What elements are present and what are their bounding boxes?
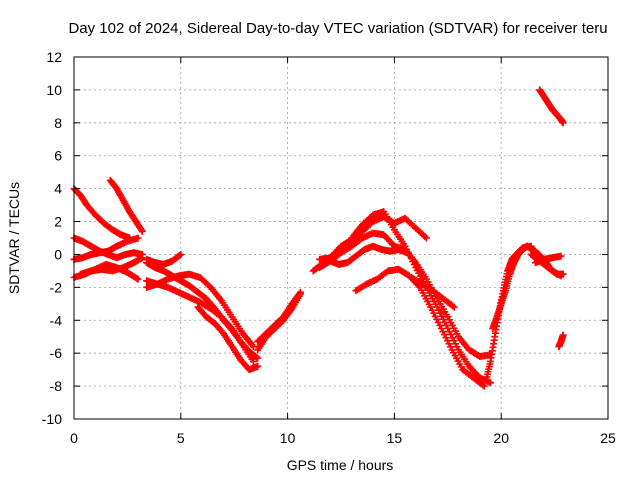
series-arc-c — [70, 234, 142, 263]
axis-ticks: 0 5 10 15 20 25 -10 -8 -6 -4 -2 0 2 4 6 8 10 12 — [42, 49, 616, 446]
data-point — [138, 227, 146, 235]
data-point — [138, 254, 146, 262]
y-tick-label: -6 — [50, 345, 63, 361]
data-point — [421, 233, 429, 241]
data-point — [296, 288, 304, 296]
y-tick-label: -8 — [50, 378, 63, 394]
series-arc-z — [555, 331, 567, 351]
data-point — [133, 274, 141, 282]
y-tick-label: -10 — [42, 411, 62, 427]
series-arc-i — [143, 259, 262, 362]
series-arc-x — [531, 252, 565, 267]
y-tick-label: 12 — [46, 49, 62, 65]
x-tick-label: 10 — [280, 430, 296, 446]
data-point — [487, 379, 495, 387]
y-tick-label: 4 — [54, 181, 62, 197]
chart-title: Day 102 of 2024, Sidereal Day-to-day VTE… — [68, 20, 607, 37]
series-arc-u — [489, 242, 531, 332]
x-tick-label: 5 — [177, 430, 185, 446]
series-arc-f — [106, 176, 146, 235]
plot-frame — [73, 56, 609, 420]
y-tick-label: 2 — [54, 214, 62, 230]
series-arc-k — [194, 303, 262, 374]
series-arc-m — [254, 288, 304, 346]
data-point — [134, 234, 142, 242]
data-point — [557, 252, 565, 260]
data-point — [480, 382, 488, 390]
data-point — [559, 270, 567, 278]
data-point — [177, 250, 185, 258]
series-arc-j — [143, 250, 185, 268]
y-tick-label: -2 — [50, 279, 63, 295]
series-arc-s — [407, 273, 458, 311]
series-arc-e — [76, 254, 146, 278]
series-arc-o — [316, 213, 430, 263]
x-tick-label: 20 — [493, 430, 509, 446]
data-point — [249, 357, 257, 365]
series-arc-a — [70, 185, 134, 242]
data-point — [559, 119, 567, 127]
series-arc-r — [352, 265, 488, 390]
data-point — [450, 303, 458, 311]
x-tick-label: 25 — [600, 430, 616, 446]
y-axis-label: SDTVAR / TECUs — [6, 182, 22, 294]
data-point — [559, 331, 567, 339]
data-point — [479, 381, 487, 389]
data-point — [254, 362, 262, 370]
series-arc-y — [536, 86, 567, 127]
data-point — [449, 302, 457, 310]
y-tick-label: 0 — [54, 246, 62, 262]
x-tick-label: 0 — [70, 430, 78, 446]
data-point — [252, 353, 260, 361]
y-tick-label: 6 — [54, 148, 62, 164]
series-arc-g — [143, 270, 257, 351]
grid-lines — [74, 57, 608, 419]
data-point — [422, 234, 430, 242]
x-axis-label: GPS time / hours — [287, 457, 394, 473]
data-point — [249, 343, 257, 351]
y-tick-label: 10 — [46, 82, 62, 98]
y-tick-label: -4 — [50, 312, 63, 328]
y-tick-label: 8 — [54, 115, 62, 131]
data-point — [137, 226, 145, 234]
data-point — [176, 251, 184, 259]
series-arc-q — [348, 208, 495, 387]
x-tick-label: 15 — [387, 430, 403, 446]
data-point — [134, 275, 142, 283]
data-points — [70, 86, 567, 390]
series-arc-t — [482, 242, 535, 384]
data-point — [254, 354, 262, 362]
series-arc-h — [143, 277, 257, 365]
